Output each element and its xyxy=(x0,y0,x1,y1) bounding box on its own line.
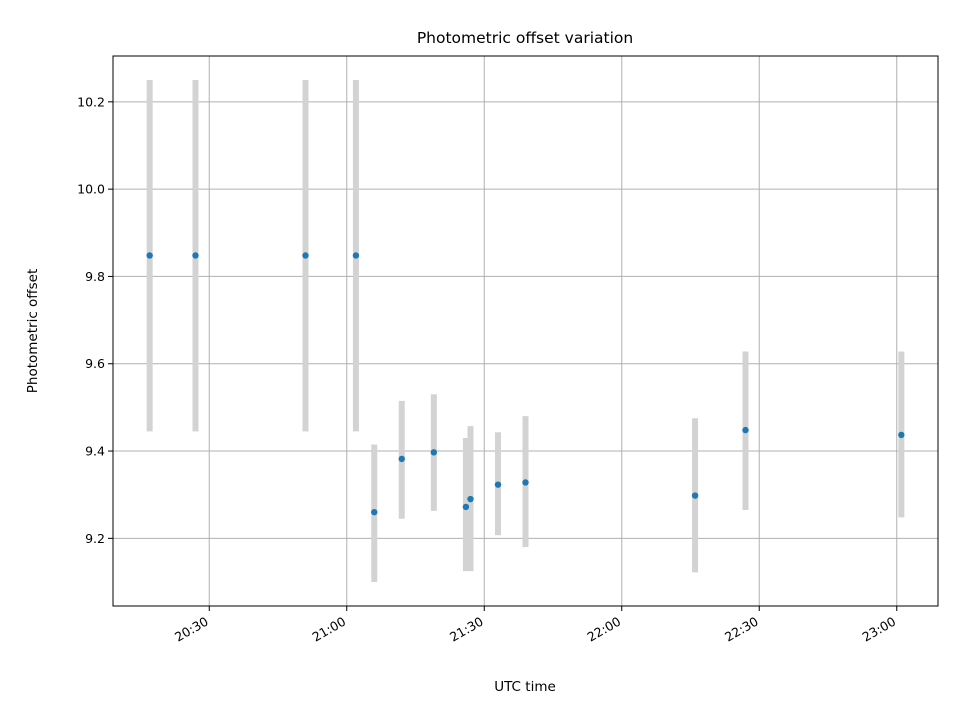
y-axis-label: Photometric offset xyxy=(25,269,41,393)
data-point xyxy=(192,252,199,259)
data-point xyxy=(302,252,309,259)
data-point xyxy=(352,252,360,259)
data-point xyxy=(522,479,529,486)
data-point xyxy=(371,508,378,516)
data-points xyxy=(146,252,905,516)
y-tick-label: 9.6 xyxy=(85,356,105,371)
y-tick-label: 9.4 xyxy=(85,444,105,459)
data-point xyxy=(398,455,405,463)
y-tick-label: 9.8 xyxy=(85,269,105,284)
data-point xyxy=(494,481,502,488)
y-tick-label: 9.2 xyxy=(85,531,105,546)
data-point xyxy=(430,449,438,456)
chart-title: Photometric offset variation xyxy=(417,29,633,47)
data-point xyxy=(898,431,905,439)
y-tick-label: 10.0 xyxy=(77,182,105,197)
data-point xyxy=(742,426,749,434)
data-point xyxy=(462,503,470,511)
data-point xyxy=(146,252,153,259)
y-axis-ticks: 9.2 9.4 9.6 9.8 10.0 10.2 xyxy=(77,94,113,546)
data-point xyxy=(691,492,699,499)
data-point xyxy=(467,495,474,503)
plot-frame xyxy=(112,55,939,607)
y-tick-label: 10.2 xyxy=(77,94,105,109)
x-axis-label: UTC time xyxy=(494,679,556,695)
